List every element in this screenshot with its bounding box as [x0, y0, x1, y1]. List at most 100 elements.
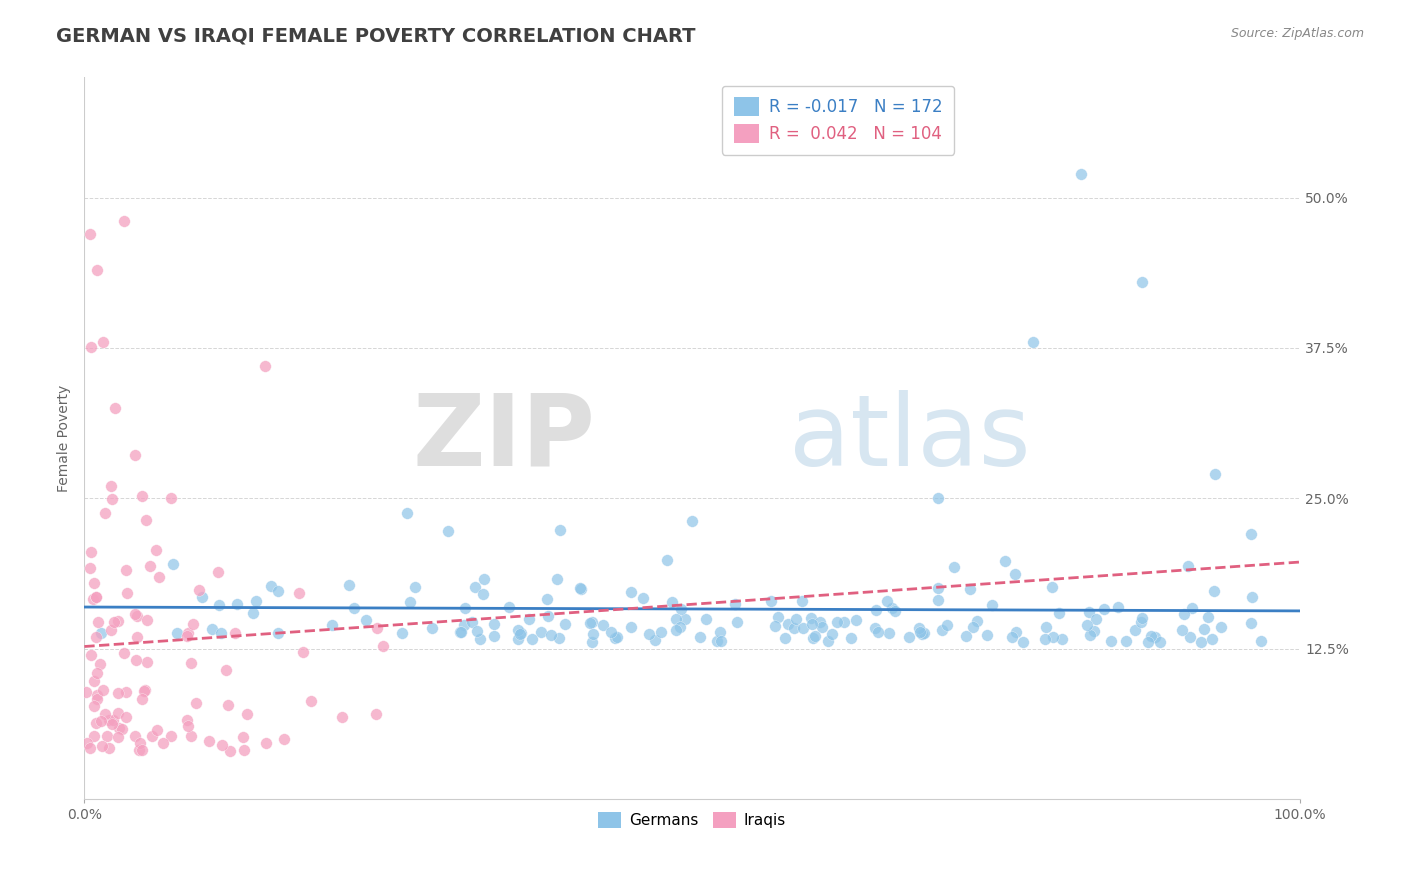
Germans	[578, 615, 600, 630]
Germans	[768, 610, 790, 624]
Germans	[876, 594, 898, 608]
Germans	[581, 634, 603, 648]
Iraqis	[110, 722, 132, 736]
Germans	[581, 615, 603, 629]
Legend: Germans, Iraqis: Germans, Iraqis	[592, 806, 793, 835]
Iraqis	[232, 743, 254, 757]
Germans	[1178, 631, 1201, 645]
Iraqis	[80, 340, 103, 354]
Iraqis	[107, 614, 129, 628]
Iraqis	[86, 262, 108, 277]
Germans	[879, 626, 901, 640]
Iraqis	[177, 625, 200, 640]
Germans	[882, 600, 904, 615]
Germans	[664, 612, 686, 626]
Iraqis	[131, 743, 153, 757]
Iraqis	[91, 334, 114, 349]
Germans	[955, 629, 977, 643]
Germans	[90, 626, 112, 640]
Germans	[681, 514, 703, 528]
Germans	[976, 628, 998, 642]
Germans	[453, 618, 475, 632]
Iraqis	[90, 739, 112, 753]
Germans	[449, 625, 471, 640]
Iraqis	[124, 448, 146, 462]
Germans	[1209, 620, 1232, 634]
Germans	[404, 580, 426, 594]
Germans	[1173, 607, 1195, 621]
Germans	[465, 624, 488, 639]
Iraqis	[82, 592, 104, 607]
Germans	[225, 597, 247, 611]
Iraqis	[96, 729, 118, 743]
Iraqis	[176, 629, 198, 643]
Germans	[959, 582, 981, 596]
Germans	[655, 552, 678, 566]
Iraqis	[97, 713, 120, 727]
Iraqis	[83, 674, 105, 689]
Germans	[1042, 630, 1064, 644]
Iraqis	[160, 491, 183, 506]
Germans	[935, 618, 957, 632]
Iraqis	[103, 615, 125, 629]
Iraqis	[112, 646, 135, 660]
Germans	[1181, 600, 1204, 615]
Iraqis	[107, 686, 129, 700]
Iraqis	[76, 736, 98, 750]
Germans	[472, 572, 495, 586]
Germans	[569, 582, 592, 596]
Germans	[1201, 632, 1223, 646]
Germans	[785, 612, 807, 626]
Germans	[644, 633, 666, 648]
Germans	[778, 617, 800, 632]
Germans	[482, 617, 505, 632]
Iraqis	[107, 706, 129, 721]
Germans	[1076, 618, 1098, 632]
Iraqis	[135, 513, 157, 527]
Iraqis	[125, 630, 148, 644]
Germans	[800, 611, 823, 625]
Iraqis	[184, 696, 207, 710]
Germans	[1130, 615, 1153, 629]
Iraqis	[104, 401, 127, 416]
Germans	[520, 632, 543, 646]
Germans	[1240, 527, 1263, 541]
Germans	[260, 579, 283, 593]
Germans	[866, 624, 889, 639]
Germans	[454, 601, 477, 615]
Iraqis	[115, 710, 138, 724]
Germans	[845, 614, 868, 628]
Germans	[927, 592, 949, 607]
Iraqis	[232, 731, 254, 745]
Iraqis	[135, 655, 157, 669]
Iraqis	[129, 736, 152, 750]
Germans	[759, 593, 782, 607]
Germans	[865, 603, 887, 617]
Germans	[763, 618, 786, 632]
Germans	[1078, 605, 1101, 619]
Germans	[661, 595, 683, 609]
Iraqis	[145, 542, 167, 557]
Iraqis	[146, 723, 169, 737]
Germans	[354, 613, 377, 627]
Germans	[391, 626, 413, 640]
Germans	[396, 506, 419, 520]
Iraqis	[219, 744, 242, 758]
Iraqis	[114, 685, 136, 699]
Germans	[1139, 629, 1161, 643]
Iraqis	[90, 714, 112, 729]
Germans	[1192, 622, 1215, 636]
Germans	[1189, 634, 1212, 648]
Iraqis	[101, 714, 124, 728]
Iraqis	[107, 730, 129, 744]
Germans	[620, 584, 643, 599]
Germans	[166, 626, 188, 640]
Iraqis	[287, 586, 309, 600]
Iraqis	[366, 621, 388, 635]
Germans	[548, 632, 571, 646]
Germans	[1241, 590, 1264, 604]
Germans	[1202, 583, 1225, 598]
Iraqis	[80, 648, 103, 662]
Germans	[1078, 628, 1101, 642]
Germans	[201, 622, 224, 636]
